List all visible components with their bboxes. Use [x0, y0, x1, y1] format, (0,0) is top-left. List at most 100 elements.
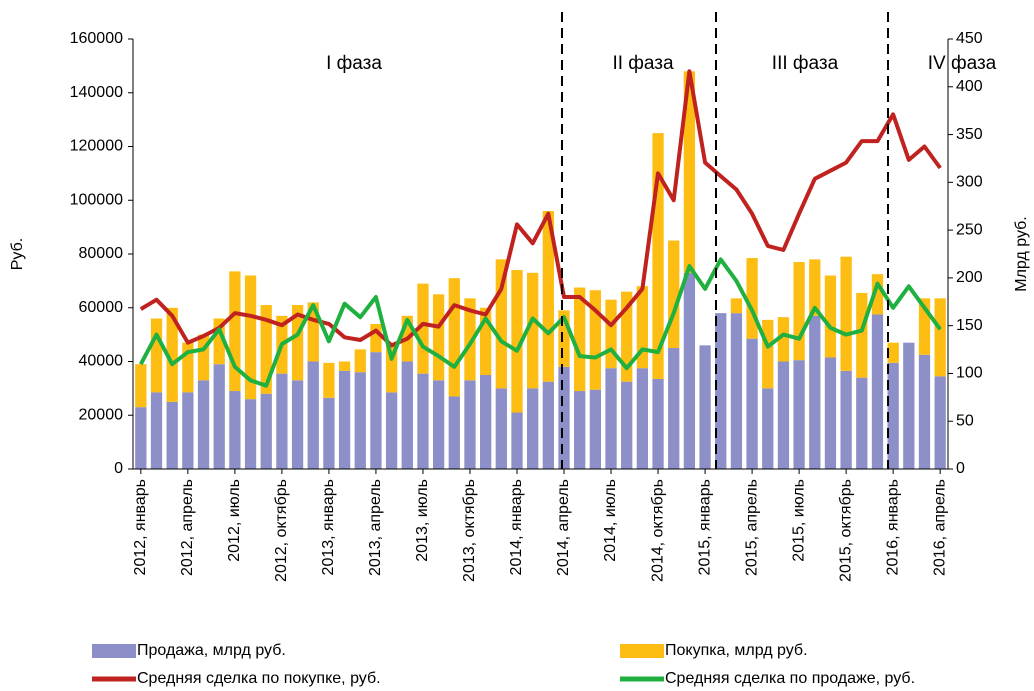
x-tick-label: 2015, январь: [696, 479, 713, 575]
y2-tick-label: 400: [956, 78, 983, 95]
y-tick-label: 60000: [79, 299, 124, 316]
bar: [480, 374, 492, 469]
bar: [636, 286, 649, 369]
bar: [542, 381, 554, 469]
y2-tick-label: 300: [956, 174, 983, 191]
bar: [746, 338, 758, 469]
bar: [918, 354, 931, 469]
bar: [417, 283, 429, 374]
bar: [464, 298, 476, 381]
bar: [213, 318, 225, 365]
line: [139, 69, 942, 348]
bar: [683, 71, 696, 273]
bar: [856, 292, 868, 378]
y2-tick-label: 200: [956, 269, 983, 286]
legend-swatch: [620, 644, 664, 658]
y2-axis-label: Млрд руб.: [1013, 216, 1030, 291]
bar: [574, 391, 586, 469]
bar: [150, 318, 163, 393]
bar: [370, 323, 382, 353]
legend-label: Средняя сделка по покупке, руб.: [137, 670, 381, 687]
bar: [605, 299, 617, 369]
bar: [260, 393, 272, 469]
bar: [385, 345, 398, 393]
bar: [448, 278, 460, 397]
x-tick-label: 2015, апрель: [743, 479, 760, 576]
bar: [934, 376, 946, 469]
x-tick-label: 2015, октябрь: [837, 479, 854, 582]
bar: [291, 380, 304, 469]
bar: [589, 389, 601, 469]
bar: [260, 305, 272, 394]
bar: [589, 290, 601, 390]
x-tick-label: 2016, апрель: [931, 479, 948, 576]
x-tick-label: 2014, январь: [508, 479, 525, 575]
y-tick-label: 120000: [70, 138, 123, 155]
bar: [197, 380, 210, 469]
phase-label: I фаза: [326, 53, 382, 74]
bar: [762, 388, 774, 469]
bar: [730, 298, 743, 314]
bar: [229, 271, 241, 392]
bar: [824, 357, 837, 469]
bar: [636, 368, 649, 469]
bar: [432, 294, 445, 381]
lines: [139, 69, 942, 388]
y-tick-label: 0: [114, 460, 123, 477]
bar: [871, 314, 884, 469]
bar: [354, 349, 366, 373]
x-tick-label: 2013, июль: [414, 479, 431, 562]
bar: [621, 381, 633, 469]
bar: [621, 291, 633, 382]
y-tick-label: 20000: [79, 406, 124, 423]
bar: [918, 298, 931, 355]
bar: [495, 259, 507, 389]
bar: [276, 373, 288, 469]
bar: [527, 272, 539, 389]
x-tick-label: 2014, июль: [602, 479, 619, 562]
bar: [291, 305, 304, 381]
bar: [480, 307, 492, 375]
bar: [715, 313, 727, 469]
bar: [385, 392, 398, 469]
bar: [244, 399, 257, 469]
x-tick-label: 2012, июль: [226, 479, 243, 562]
bar: [668, 348, 680, 469]
bar: [574, 287, 586, 392]
bar: [777, 317, 790, 362]
x-tick-label: 2013, апрель: [367, 479, 384, 576]
x-tick-label: 2015, июль: [790, 479, 807, 562]
bar: [777, 361, 790, 469]
y-tick-label: 100000: [70, 191, 123, 208]
bar: [652, 133, 664, 379]
bar: [166, 307, 178, 402]
line: [139, 257, 942, 388]
bar: [370, 352, 382, 469]
legend-label: Средняя сделка по продаже, руб.: [665, 670, 915, 687]
x-tick-label: 2012, апрель: [179, 479, 196, 576]
bar: [668, 240, 680, 349]
bar: [495, 388, 507, 469]
y2-tick-label: 50: [956, 412, 974, 429]
bar: [511, 412, 523, 469]
bar: [699, 345, 711, 469]
bar: [354, 372, 366, 469]
bar: [809, 315, 821, 469]
bar: [197, 334, 210, 381]
x-tick-label: 2014, апрель: [555, 479, 572, 576]
bar: [182, 342, 194, 393]
bar: [840, 256, 852, 371]
y-tick-label: 140000: [70, 84, 123, 101]
bar: [887, 362, 899, 469]
x-tick-label: 2012, январь: [132, 479, 149, 575]
legend-label: Покупка, млрд руб.: [665, 642, 808, 659]
bar: [903, 342, 915, 469]
y2-tick-label: 0: [956, 460, 965, 477]
bar: [558, 310, 570, 367]
bar: [793, 262, 805, 361]
bar: [871, 274, 884, 315]
bar: [887, 342, 899, 363]
y2-tick-label: 250: [956, 221, 983, 238]
y-tick-label: 80000: [79, 245, 124, 262]
